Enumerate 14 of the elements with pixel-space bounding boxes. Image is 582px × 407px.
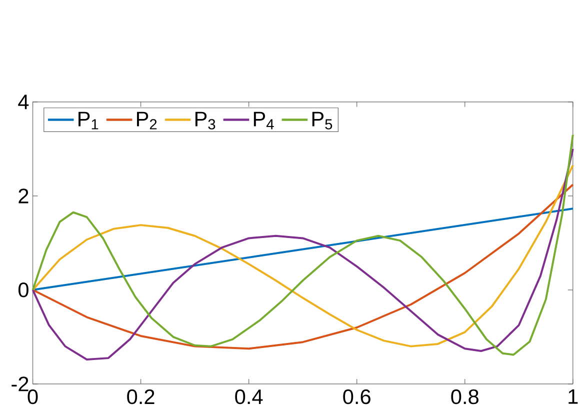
x-tick-label: 0.6 <box>343 389 370 404</box>
legend-label: P$_{5}$ <box>312 112 332 130</box>
y-tick-label: 4 <box>18 94 29 109</box>
x-tick-label: 0.2 <box>127 389 154 404</box>
x-tick-label: 1 <box>568 389 578 404</box>
legend-label: P$_{3}$ <box>195 112 216 130</box>
y-tick-label: 0 <box>18 282 28 298</box>
x-tick-label: 0.8 <box>451 389 478 404</box>
legend-label: P$_{2}$ <box>137 112 157 130</box>
x-tick-label: 0.4 <box>235 389 263 404</box>
legend-label: P$_{1}$ <box>78 112 98 130</box>
y-tick-label: 2 <box>18 188 28 203</box>
y-tick-label: -2 <box>12 376 28 391</box>
legend-label: P$_{4}$ <box>254 112 274 130</box>
